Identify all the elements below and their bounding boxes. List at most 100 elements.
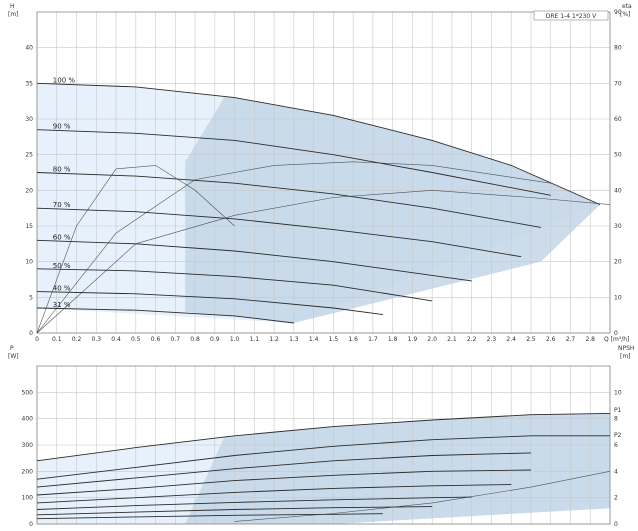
power-curve — [36, 412, 611, 462]
x-tick-label: 1.6 — [348, 336, 358, 343]
x-tick-label: 0.1 — [52, 336, 62, 343]
y-right-axis-unit: [%] — [620, 11, 630, 18]
x-tick-label: 0.9 — [210, 336, 220, 343]
head-curve — [36, 239, 472, 282]
y-right-tick-label: 2 — [614, 495, 618, 502]
x-tick-label: 0.8 — [190, 336, 200, 343]
y-axis-unit: [m] — [8, 11, 19, 18]
x-tick-label: 2.6 — [546, 336, 556, 343]
y-axis-unit: [W] — [8, 353, 19, 360]
power-curve — [36, 484, 512, 504]
y-tick-label: 20 — [25, 187, 33, 194]
x-tick-label: 1.4 — [309, 336, 319, 343]
power-curve — [36, 496, 472, 510]
y-right-tick-label: 80 — [614, 45, 622, 52]
y-right-tick-label: 30 — [614, 223, 622, 230]
efficiency-curve — [36, 165, 235, 334]
y-tick-label: 400 — [22, 416, 34, 423]
y-right-axis-label: NPSH — [618, 345, 634, 352]
y-right-axis-label: eta — [622, 3, 632, 10]
y-tick-label: 0 — [29, 521, 33, 528]
power-region-dark — [185, 413, 611, 524]
y-right-tick-label: 90 — [614, 9, 622, 16]
x-tick-label: 1.1 — [250, 336, 260, 343]
efficiency-curve — [36, 189, 611, 334]
y-right-tick-label: 50 — [614, 152, 622, 159]
x-tick-label: 2.4 — [506, 336, 516, 343]
x-tick-label: 0.5 — [131, 336, 141, 343]
x-tick-label: 2.7 — [566, 336, 576, 343]
bottom-frame — [36, 365, 611, 525]
x-tick-label: 1.5 — [329, 336, 339, 343]
x-tick-label: 1.8 — [388, 336, 398, 343]
y-right-tick-label: 60 — [614, 116, 622, 123]
head-curve — [36, 307, 294, 324]
chart-title: DRE 1-4 1*230 V — [546, 13, 597, 20]
p2-label: P2 — [614, 432, 622, 439]
x-tick-label: 2.0 — [427, 336, 437, 343]
series-label: 31 % — [53, 301, 71, 309]
x-tick-label: 1.0 — [230, 336, 240, 343]
x-tick-label: 0.3 — [92, 336, 102, 343]
series-label: 80 % — [53, 166, 71, 174]
power-curve — [36, 469, 532, 496]
y-tick-label: 25 — [25, 152, 33, 159]
x-tick-label: 0.6 — [151, 336, 161, 343]
power-curve — [36, 435, 610, 480]
x-tick-label: 1.9 — [408, 336, 418, 343]
y-right-tick-label: 10 — [614, 294, 622, 301]
y-tick-label: 500 — [22, 389, 34, 396]
y-right-tick-label: 4 — [614, 468, 618, 475]
y-tick-label: 15 — [25, 223, 33, 230]
head-curve — [36, 207, 522, 258]
y-axis-label: H — [10, 3, 15, 10]
p1-label: P1 — [614, 407, 622, 414]
power-curve — [36, 513, 383, 520]
y-tick-label: 200 — [22, 468, 34, 475]
y-tick-label: 30 — [25, 116, 33, 123]
power-curve — [36, 452, 532, 488]
x-tick-label: 0.4 — [111, 336, 121, 343]
y-right-tick-label: 70 — [614, 80, 622, 87]
head-curve — [36, 268, 433, 302]
x-tick-label: 1.2 — [269, 336, 279, 343]
x-tick-label: 2.3 — [487, 336, 497, 343]
y-right-tick-label: 20 — [614, 259, 622, 266]
y-right-tick-label: 40 — [614, 187, 622, 194]
x-tick-label: 2.8 — [585, 336, 595, 343]
x-tick-label: 0.7 — [171, 336, 181, 343]
y-axis-label: P — [10, 345, 14, 352]
x-tick-label: 1.7 — [368, 336, 378, 343]
x-tick-label: 0.2 — [72, 336, 82, 343]
npsh-curve — [234, 471, 611, 522]
head-curve — [36, 291, 383, 315]
y-right-tick-label: 0 — [614, 521, 618, 528]
x-tick-label: 1.3 — [289, 336, 299, 343]
x-tick-label: 2.1 — [447, 336, 457, 343]
x-tick-label: 2.5 — [526, 336, 536, 343]
y-tick-label: 100 — [22, 495, 34, 502]
y-tick-label: 300 — [22, 442, 34, 449]
head-curve — [36, 82, 601, 206]
y-tick-label: 5 — [29, 294, 33, 301]
y-right-axis-unit: [m] — [620, 353, 631, 360]
head-curve — [36, 129, 551, 196]
x-axis-label: Q [m³/h] — [604, 336, 629, 343]
series-label: 90 % — [53, 123, 71, 131]
y-right-tick-label: 8 — [614, 416, 618, 423]
y-tick-label: 0 — [29, 330, 33, 337]
y-right-tick-label: 6 — [614, 442, 618, 449]
y-right-tick-label: 0 — [614, 330, 618, 337]
series-label: 100 % — [53, 76, 76, 84]
series-label: 60 % — [53, 233, 71, 241]
x-tick-label: 2.2 — [467, 336, 477, 343]
power-curve — [36, 506, 433, 516]
head-curve — [36, 172, 541, 228]
series-label: 70 % — [53, 201, 71, 209]
title-box — [533, 10, 609, 21]
y-right-tick-label: 10 — [614, 389, 622, 396]
series-label: 40 % — [53, 285, 71, 293]
x-tick-label: 0 — [35, 336, 39, 343]
efficiency-curve — [36, 161, 551, 334]
